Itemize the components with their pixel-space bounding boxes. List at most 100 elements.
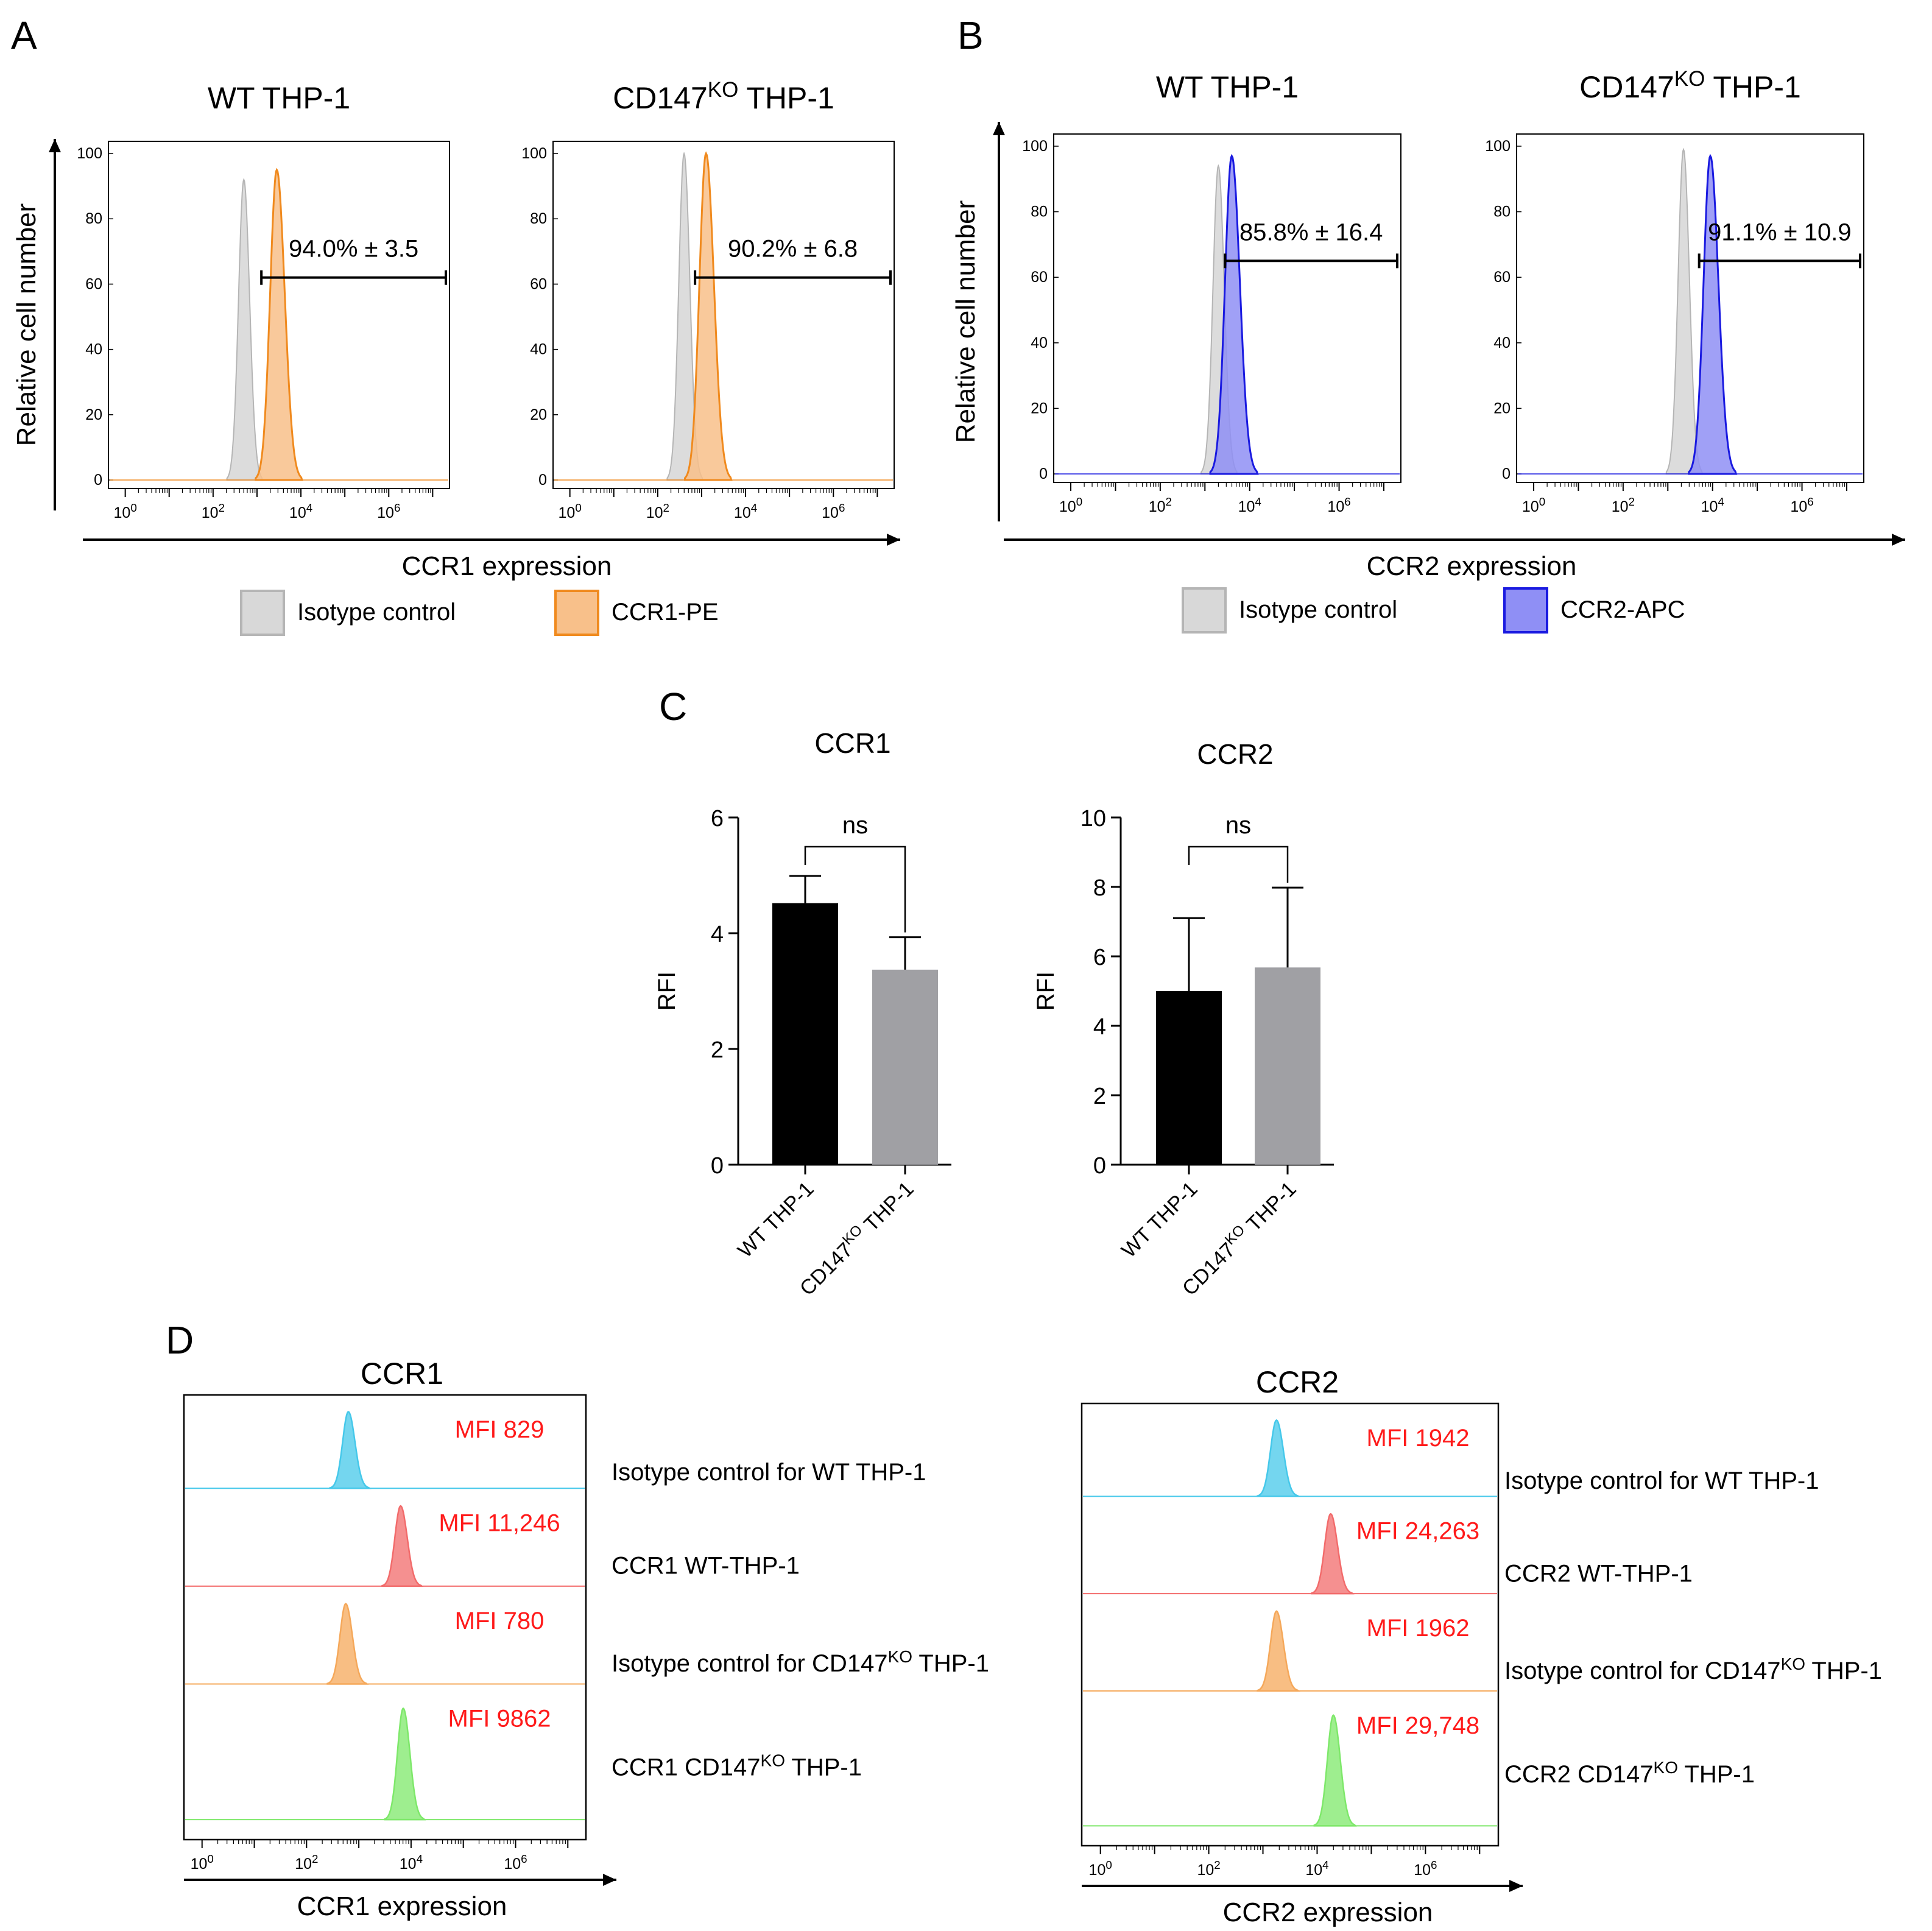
histogram-plot: CD147KO THP-1 0 20 40 60 80 100 100 102 104 106 90.… <box>521 78 895 522</box>
x-tick-label: 104 <box>1701 495 1724 516</box>
x-tick-label: 104 <box>1238 495 1261 516</box>
track-label: CCR1 CD147KO THP-1 <box>612 1751 862 1781</box>
panel-letter-d: D <box>166 1318 194 1362</box>
plot-frame <box>1053 133 1401 483</box>
plot-frame <box>1516 133 1864 483</box>
y-tick-label: 6 <box>1093 945 1106 970</box>
track-label: CCR2 CD147KO THP-1 <box>1504 1757 1755 1788</box>
track-histogram <box>329 1411 372 1489</box>
legend-label: CCR1-PE <box>612 599 719 626</box>
y-tick-label: 80 <box>85 210 102 227</box>
bar <box>1255 967 1320 1165</box>
track-label: Isotype control for WT THP-1 <box>612 1459 926 1486</box>
y-axis-label: RFI <box>1032 972 1059 1011</box>
y-tick-label: 20 <box>85 406 102 423</box>
x-tick-label: 100 <box>1089 1859 1112 1879</box>
x-tick-label: 106 <box>1327 495 1350 516</box>
y-axis-label: Relative cell number <box>951 200 981 443</box>
y-tick-label: 60 <box>85 275 102 292</box>
x-tick-label: 106 <box>1414 1859 1437 1879</box>
x-tick-label: 102 <box>1197 1859 1220 1879</box>
stained-histogram <box>684 151 733 481</box>
y-axis-arrowhead <box>49 139 61 152</box>
mfi-value: MFI 829 <box>455 1416 545 1443</box>
y-tick-label: 100 <box>1485 138 1511 155</box>
bar <box>772 903 838 1165</box>
y-tick-label: 20 <box>530 406 547 423</box>
stained-histogram <box>255 168 303 481</box>
significance-label: ns <box>842 812 868 839</box>
x-tick-label: 100 <box>114 501 137 522</box>
x-tick-label: 100 <box>1059 495 1082 516</box>
x-axis-arrowhead <box>1509 1880 1523 1892</box>
panel-title: CCR2 <box>1256 1365 1339 1399</box>
y-tick-label: 2 <box>711 1037 724 1063</box>
legend-swatch <box>1503 587 1548 634</box>
y-axis-arrowhead <box>993 122 1005 135</box>
legend-label: Isotype control <box>297 599 456 626</box>
x-tick-label: 106 <box>822 501 845 522</box>
x-tick-label: 106 <box>1790 495 1813 516</box>
track-histogram <box>1257 1610 1301 1692</box>
legend-swatch <box>1182 587 1227 634</box>
x-axis-arrowhead <box>603 1874 616 1886</box>
x-axis-arrowhead <box>1892 534 1905 546</box>
track-histogram <box>1313 1714 1357 1827</box>
gate-percentage: 90.2% ± 6.8 <box>728 236 858 263</box>
x-axis-label: CCR1 expression <box>402 551 612 581</box>
x-tick-label: 104 <box>289 501 312 522</box>
gate-percentage: 91.1% ± 10.9 <box>1708 219 1851 245</box>
y-tick-label: 100 <box>521 145 547 162</box>
histogram-plot: WT THP-1 0 20 40 60 80 100 100 102 104 106 85.8% ± … <box>1022 70 1401 515</box>
y-tick-label: 100 <box>77 145 102 162</box>
track-histogram <box>384 1707 426 1821</box>
x-tick-label: 102 <box>1612 495 1635 516</box>
y-tick-label: 10 <box>1081 806 1106 831</box>
plot-title: WT THP-1 <box>208 81 350 115</box>
y-tick-label: 60 <box>1031 269 1048 286</box>
x-axis-label: CCR2 expression <box>1367 551 1577 581</box>
panel-a: Relative cell number CCR1 expression WT TH… <box>12 78 900 636</box>
y-tick-label: 100 <box>1022 138 1048 155</box>
histogram-plot: WT THP-1 0 20 40 60 80 100 100 102 104 106 94.0% ± … <box>77 81 450 521</box>
gate-percentage: 85.8% ± 16.4 <box>1239 219 1383 245</box>
y-tick-label: 0 <box>1039 465 1048 482</box>
track-label: Isotype control for WT THP-1 <box>1504 1467 1819 1494</box>
y-tick-label: 80 <box>1031 203 1048 221</box>
x-tick-label: 104 <box>1305 1859 1328 1879</box>
x-tick-label: 102 <box>1149 495 1172 516</box>
y-axis-label: RFI <box>654 972 680 1011</box>
panel-title: CCR1 <box>361 1357 443 1391</box>
track-label: Isotype control for CD147KO THP-1 <box>1504 1654 1882 1685</box>
panel-b: Relative cell number CCR2 expression WT TH… <box>951 67 1905 634</box>
y-tick-label: 40 <box>1031 334 1048 351</box>
mfi-value: MFI 24,263 <box>1356 1517 1479 1544</box>
x-tick-label: 102 <box>295 1852 318 1873</box>
legend-label: Isotype control <box>1239 596 1397 623</box>
x-tick-label: 100 <box>1522 495 1545 516</box>
y-tick-label: 0 <box>94 471 102 489</box>
track-histogram <box>1257 1419 1301 1497</box>
panel-d: CCR1 100 102 104 106 CCR1 expression MFI 829 Is… <box>183 1357 1882 1927</box>
chart-title: CCR1 <box>814 727 890 759</box>
y-tick-label: 4 <box>711 922 724 947</box>
y-tick-label: 80 <box>530 210 547 227</box>
y-tick-label: 40 <box>85 341 102 358</box>
x-axis-arrowhead <box>887 534 900 546</box>
x-tick-label: 100 <box>559 501 582 522</box>
x-axis-label: CCR2 expression <box>1223 1897 1433 1927</box>
x-tick-label: 106 <box>377 501 400 522</box>
plot-frame <box>552 141 895 489</box>
category-label: WT THP-1 <box>1117 1177 1202 1263</box>
y-tick-label: 2 <box>1093 1084 1106 1109</box>
stained-histogram <box>1688 154 1738 475</box>
track-label: CCR2 WT-THP-1 <box>1504 1560 1693 1587</box>
stacked-histogram: CCR1 100 102 104 106 CCR1 expression MFI 829 Is… <box>183 1357 989 1921</box>
legend-swatch <box>554 590 599 636</box>
y-tick-label: 0 <box>711 1153 724 1179</box>
y-tick-label: 40 <box>530 341 547 358</box>
x-tick-label: 100 <box>191 1852 214 1873</box>
y-tick-label: 20 <box>1493 400 1511 417</box>
